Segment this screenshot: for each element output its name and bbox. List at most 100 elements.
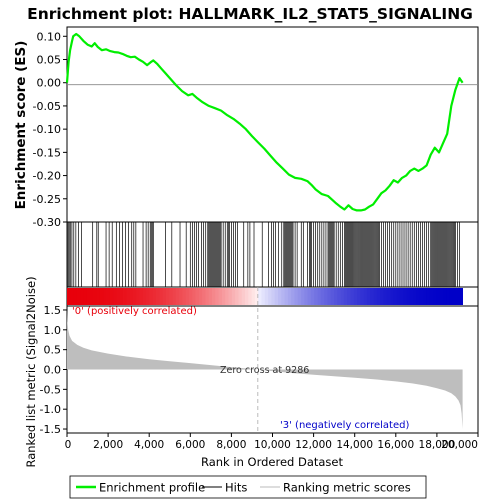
color-bar-segment [373, 288, 378, 305]
metric-y-tick-label: 1.5 [44, 304, 62, 317]
color-bar-segment [432, 288, 437, 305]
color-bar-segment [304, 288, 309, 305]
color-bar-segment [93, 288, 98, 305]
color-bar-segment [380, 288, 384, 305]
color-bar-segment [429, 288, 434, 305]
color-bar-segment [86, 288, 91, 305]
color-bar-segment [396, 288, 401, 305]
x-tick-label: 2,000 [93, 439, 123, 451]
color-bar-segment [370, 288, 374, 305]
color-bar-segment [212, 288, 216, 305]
enrichment-profile-line [65, 32, 464, 212]
x-axis-label: Rank in Ordered Dataset [201, 455, 344, 469]
es-panel: 0.10 0.05 0.00 -0.05 -0.10 -0.15 -0.20 -0.25 -0.… [33, 26, 479, 229]
color-bar-segment [423, 288, 427, 305]
color-bar-segment [113, 288, 117, 305]
color-bar-segment [268, 288, 272, 305]
color-bar-segment [317, 288, 322, 305]
color-bar-segment [347, 288, 351, 305]
color-bar-segment [330, 288, 335, 305]
x-tick-label: 14,000 [336, 439, 373, 451]
color-bar-segment [126, 288, 131, 305]
metric-y-tick-label: 1.0 [44, 324, 62, 337]
es-y-tick-label: -0.30 [33, 216, 61, 229]
y-axis-label-es: Enrichment score (ES) [13, 41, 29, 210]
color-bar-segment [109, 288, 114, 305]
color-bar-segment [310, 288, 315, 305]
color-bar-segment [106, 288, 111, 305]
color-bar-segment [271, 288, 276, 305]
color-bar-segment [399, 288, 404, 305]
color-bar-segment [73, 288, 78, 305]
color-bar-segment [195, 288, 200, 305]
legend-hits-label: Hits [225, 481, 247, 495]
color-bar-segment [162, 288, 167, 305]
metric-y-tick-label: -0.5 [40, 383, 61, 396]
x-tick-label: 12,000 [295, 439, 332, 451]
color-bar-segment [231, 288, 236, 305]
color-bar-segment [228, 288, 233, 305]
color-bar-segment [383, 288, 388, 305]
color-bar-segment [274, 288, 279, 305]
color-bar-segment [446, 288, 450, 305]
color-bar-segment [70, 288, 74, 305]
color-bar-segment [146, 288, 150, 305]
color-bar-segment [149, 288, 154, 305]
color-bar-segment [67, 288, 71, 305]
color-bar-segment [449, 288, 454, 305]
color-bar-segment [96, 288, 101, 305]
x-tick-label: 4,000 [134, 439, 164, 451]
color-bar-panel [66, 286, 479, 307]
color-bar-segment [343, 288, 348, 305]
es-y-tick-label: 0.10 [37, 30, 62, 43]
color-bar-segment [159, 288, 164, 305]
metric-panel: '0' (positively correlated) '3' (negativ… [40, 287, 479, 436]
color-bar-segment [179, 288, 183, 305]
color-bar-segment [291, 288, 295, 305]
color-bar-segment [156, 288, 160, 305]
color-bar-segment [264, 288, 269, 305]
es-y-tick-label: -0.15 [33, 146, 61, 159]
color-bar-segment [409, 288, 414, 305]
color-bar-segment [393, 288, 398, 305]
x-tick-label: 20,000 [441, 439, 478, 451]
negative-label: '3' (negatively correlated) [280, 420, 409, 431]
color-bar-segment [360, 288, 365, 305]
color-bar-segment [202, 288, 206, 305]
color-bar-segment [245, 288, 249, 305]
color-bar-segment [350, 288, 355, 305]
color-bar-segment [123, 288, 127, 305]
x-tick-label: 18,000 [419, 439, 456, 451]
legend-frame [69, 475, 427, 499]
color-bar-segment [324, 288, 328, 305]
color-bar-segment [99, 288, 104, 305]
color-bar-segment [169, 288, 173, 305]
x-tick-label: 6,000 [175, 439, 205, 451]
color-bar-segment [413, 288, 417, 305]
color-bar-segment [251, 288, 256, 305]
color-bar-segment [340, 288, 345, 305]
color-bar-segment [198, 288, 203, 305]
color-bar-segment [459, 288, 463, 305]
color-bar-segment [439, 288, 444, 305]
color-bar-segment [172, 288, 177, 305]
color-bar-segment [205, 288, 210, 305]
color-bar-segment [188, 288, 193, 305]
positive-label: '0' (positively correlated) [72, 306, 197, 317]
x-tick-label: 0 [65, 439, 72, 451]
color-bar-segment [297, 288, 302, 305]
ranking-metric-area [67, 310, 463, 429]
color-bar-segment [235, 288, 239, 305]
color-bar-segment [182, 288, 187, 305]
metric-y-tick-label: 0.0 [44, 364, 62, 377]
color-bar-segment [455, 288, 460, 305]
es-y-tick-label: -0.10 [33, 123, 61, 136]
y-axis-label-metric: Ranked list metric (Signal2Noise) [24, 276, 38, 467]
x-tick-label: 16,000 [377, 439, 414, 451]
legend-metric-label: Ranking metric scores [283, 481, 411, 495]
color-bar-segment [403, 288, 407, 305]
color-bar-segment [416, 288, 421, 305]
es-y-tick-label: 0.00 [37, 77, 62, 90]
color-bar-segment [119, 288, 124, 305]
